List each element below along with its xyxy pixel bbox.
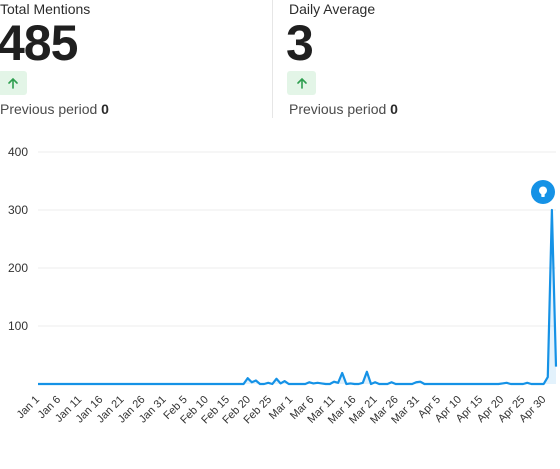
series-line xyxy=(38,208,558,386)
previous-period: Previous period 0 xyxy=(0,101,109,117)
previous-period-value: 0 xyxy=(101,101,109,117)
arrow-up-icon xyxy=(7,77,18,89)
chart-grid xyxy=(38,151,556,327)
previous-period-label: Previous period xyxy=(289,101,387,117)
trend-badge xyxy=(287,71,316,95)
stat-value: 485 xyxy=(0,15,78,71)
previous-period-value: 0 xyxy=(390,101,398,117)
y-tick-label: 400 xyxy=(8,145,28,159)
divider xyxy=(272,0,273,118)
previous-period-label: Previous period xyxy=(0,101,98,117)
y-tick-label: 200 xyxy=(8,261,28,275)
previous-period: Previous period 0 xyxy=(289,101,398,117)
x-tick-label: Jan 1 xyxy=(15,394,43,422)
series-area xyxy=(38,210,556,384)
y-tick-label: 100 xyxy=(8,319,28,333)
stat-title: Total Mentions xyxy=(0,1,91,17)
stat-value: 3 xyxy=(286,15,314,71)
lightbulb-pin-icon[interactable] xyxy=(530,179,556,205)
y-axis-ticks: 400 300 200 100 xyxy=(8,145,28,333)
arrow-up-icon xyxy=(296,77,307,89)
y-tick-label: 300 xyxy=(8,203,28,217)
chart-series xyxy=(38,208,558,386)
stat-title: Daily Average xyxy=(289,1,376,17)
trend-badge xyxy=(0,71,27,95)
